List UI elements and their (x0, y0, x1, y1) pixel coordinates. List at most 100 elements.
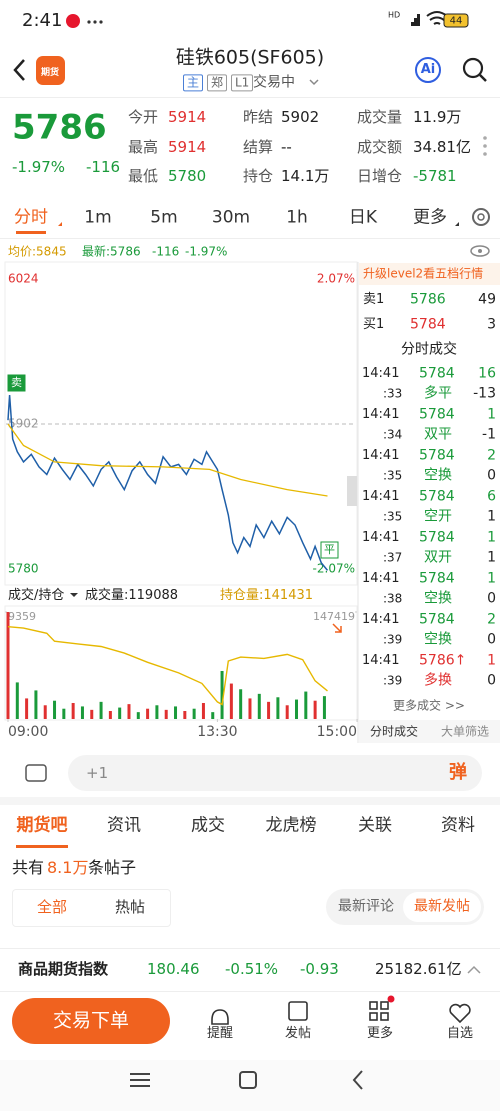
trade-second: :35 (383, 509, 403, 524)
trade-price: 5784 (419, 406, 455, 423)
search-handle (479, 74, 487, 82)
trade-time: 14:41 (362, 570, 400, 586)
book-price: 5786 (410, 291, 446, 308)
volume-menu[interactable]: 成交/持仓 (8, 587, 65, 603)
tab-divider (0, 238, 500, 239)
change: -116 (86, 157, 121, 176)
filter-tab[interactable]: 热帖 (114, 897, 146, 916)
volume-bar (248, 698, 252, 719)
trade-type: 空换 (424, 631, 452, 648)
period-tab[interactable]: 1m (84, 207, 112, 228)
x-tick-label: 13:30 (197, 724, 237, 740)
more-dots (87, 20, 103, 24)
trade-oi: -1 (482, 426, 496, 443)
side-tab[interactable]: 大单筛选 (440, 724, 490, 739)
field-label: 今开 (128, 107, 159, 126)
section-tab[interactable]: 资料 (441, 815, 475, 836)
ai-label[interactable]: Ai (420, 61, 436, 77)
section-tab[interactable]: 成交 (191, 815, 225, 836)
watch-icon[interactable] (449, 1003, 471, 1024)
eye-button[interactable] (470, 245, 490, 257)
trade-price: 5784 (419, 570, 455, 587)
book-qty: 3 (487, 316, 496, 333)
comment-icon[interactable] (25, 764, 47, 782)
volume-bar (25, 698, 29, 719)
tab-arrow (58, 222, 62, 226)
ticker-amount: 25182.61亿 (375, 959, 462, 978)
side-upgrade-bg (359, 263, 500, 285)
trade-time: 14:41 (362, 529, 400, 545)
expand-icon[interactable] (332, 623, 342, 633)
search-button[interactable] (462, 57, 484, 79)
period-tab[interactable]: 30m (211, 207, 251, 228)
field-value: 5914 (168, 107, 207, 126)
level2-upgrade[interactable]: 升级level2看五档行情 (363, 266, 484, 281)
ticker-price: 180.46 (147, 959, 200, 978)
trade-button-label[interactable]: 交易下单 (52, 1009, 130, 1032)
action-label[interactable]: 提醒 (206, 1025, 234, 1041)
action-label[interactable]: 发帖 (284, 1025, 312, 1041)
x-tick-label: 15:00 (317, 724, 357, 740)
trade-marker (320, 541, 339, 559)
sort-tab[interactable]: 最新评论 (338, 898, 394, 915)
filter-tab[interactable]: 全部 (36, 897, 68, 916)
eye-pupil (478, 249, 482, 253)
trade-type: 空换 (424, 590, 452, 607)
volume-bar (62, 708, 66, 719)
status-hd: HD (388, 10, 401, 20)
sort-tab[interactable]: 最新发帖 (414, 898, 470, 915)
field-label: 成交量 (357, 107, 403, 126)
volume-frame (4, 605, 358, 721)
action-label[interactable]: 更多 (366, 1025, 394, 1041)
volume-bar (313, 700, 317, 719)
trades-title: 分时成交 (401, 341, 457, 358)
tag: 郑 (207, 74, 228, 92)
volume-bar (295, 699, 299, 719)
trade-button[interactable] (12, 998, 170, 1044)
trade-price: 5784 (419, 611, 455, 628)
remind-icon[interactable] (211, 1009, 229, 1025)
period-tab[interactable]: 5m (150, 207, 178, 228)
book-qty: 49 (478, 291, 496, 308)
more-icon[interactable] (369, 1001, 389, 1021)
period-tab[interactable]: 分时 (14, 207, 48, 228)
trade-volume: 1 (487, 529, 496, 546)
volume-bar (71, 702, 75, 719)
volume-bar (229, 683, 233, 719)
more-trades[interactable]: 更多成交 >> (393, 698, 465, 713)
signal-icon (408, 14, 420, 26)
trade-second: :39 (383, 673, 403, 688)
menu-arrow (70, 593, 78, 597)
volume-bar (276, 697, 280, 719)
trade-price: 5784 (419, 447, 455, 464)
side-tab[interactable]: 分时成交 (369, 724, 419, 739)
collapse-handle[interactable] (347, 476, 357, 506)
volume-bar (146, 708, 150, 719)
trade-price: 5784 (419, 529, 455, 546)
field-label: 最高 (128, 137, 159, 156)
trade-oi: -13 (473, 385, 496, 402)
trade-type: 双平 (424, 426, 452, 443)
quote-menu[interactable] (483, 136, 487, 156)
post-icon[interactable] (288, 1001, 308, 1021)
action-label[interactable]: 自选 (446, 1025, 474, 1041)
comment-input[interactable] (68, 755, 482, 791)
section-tab[interactable]: 龙虎榜 (265, 815, 317, 836)
period-tab[interactable]: 1h (286, 207, 308, 228)
trade-volume: 16 (478, 365, 496, 382)
sort-active (403, 892, 481, 922)
volume-bar (108, 710, 112, 719)
section-tab[interactable]: 关联 (358, 815, 392, 836)
period-tab[interactable]: 日K (348, 207, 378, 228)
trade-oi: 0 (487, 631, 496, 648)
latest-change: -116 (152, 244, 180, 259)
volume-bar (285, 705, 289, 719)
volume-bar (192, 708, 196, 719)
section-tab[interactable]: 期货吧 (16, 815, 68, 836)
back-button[interactable] (13, 59, 25, 81)
period-tab[interactable]: 更多 (413, 207, 447, 228)
danmaku-button[interactable]: 弹 (449, 762, 467, 784)
field-label: 成交额 (357, 137, 403, 156)
section-tab[interactable]: 资讯 (107, 815, 141, 836)
settings-button[interactable] (472, 208, 490, 226)
